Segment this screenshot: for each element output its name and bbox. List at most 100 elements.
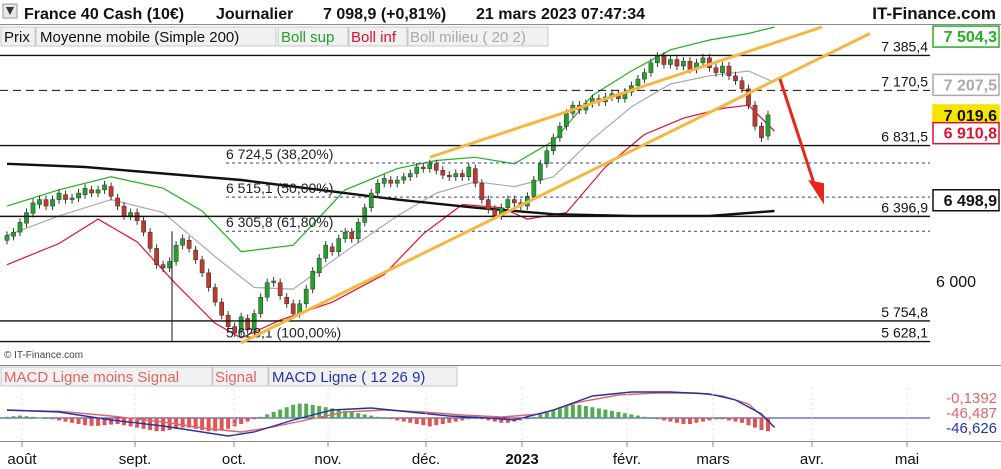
- macd-histogram-bar: [31, 416, 36, 418]
- candle: [284, 297, 290, 305]
- candle: [251, 313, 257, 331]
- trend-channel-lower: [240, 32, 871, 345]
- macd-histogram-bar: [505, 418, 510, 423]
- macd-histogram-bar: [518, 418, 523, 421]
- macd-histogram-bar: [89, 418, 94, 426]
- expand-icon[interactable]: [2, 3, 18, 19]
- candle: [368, 192, 374, 208]
- candle: [102, 184, 107, 191]
- macd-histogram-bar: [284, 407, 289, 418]
- macd-histogram-bar: [609, 410, 614, 418]
- macd-histogram-bar: [642, 416, 647, 418]
- candle: [407, 173, 413, 178]
- candle: [752, 104, 758, 127]
- candle: [440, 170, 446, 176]
- price-legend: Prix Moyenne mobile (Simple 200) Boll su…: [0, 26, 549, 47]
- macd-histogram-bar: [570, 404, 575, 418]
- macd-histogram-bar: [271, 412, 276, 418]
- x-tick-label: mai: [895, 451, 919, 468]
- fibonacci-label: 6 724,5 (38,20%): [226, 146, 333, 162]
- macd-histogram-bar: [193, 418, 198, 429]
- macd-histogram-bar: [57, 418, 62, 421]
- macd-histogram-bar: [434, 418, 439, 426]
- legend-boll-mid: Boll milieu ( 20 2): [410, 29, 526, 46]
- candle: [167, 261, 172, 269]
- macd-histogram-bar: [187, 418, 192, 428]
- x-tick-label: avr.: [800, 451, 824, 468]
- candle: [329, 246, 335, 252]
- macd-histogram-bar: [239, 418, 244, 424]
- macd-histogram-bar: [746, 418, 751, 426]
- candle: [375, 183, 381, 194]
- macd-histogram-bar: [24, 416, 29, 418]
- x-axis: août sept. oct. nov. déc. 2023 févr. mars avr. ma…: [7, 388, 919, 468]
- macd-histogram-bar: [577, 404, 582, 418]
- macd-histogram-bar: [427, 418, 432, 427]
- price-level-label: 7 385,4: [881, 38, 928, 54]
- title-bar: [0, 0, 1001, 24]
- x-tick-label: 2023: [505, 451, 538, 468]
- macd-histogram-bar: [200, 418, 205, 430]
- candle: [141, 220, 146, 233]
- candle: [433, 163, 439, 171]
- bearish-arrow-shaft: [778, 78, 817, 188]
- candle: [277, 282, 283, 296]
- macd-value-label: -46,626: [946, 420, 997, 437]
- legend-macd-line: MACD Ligne ( 12 26 9): [272, 369, 425, 386]
- candle: [362, 207, 368, 223]
- y-tick-label: 6 000: [936, 274, 976, 291]
- macd-histogram-bar: [369, 415, 374, 418]
- x-tick-label: nov.: [314, 451, 341, 468]
- candle: [427, 163, 433, 169]
- candle: [485, 199, 491, 210]
- fibonacci-label: 6 515,1 (50,00%): [226, 180, 333, 196]
- candle: [232, 326, 237, 334]
- macd-histogram-bar: [258, 416, 263, 418]
- legend-macd-histogram: MACD Ligne moins Signal: [4, 369, 179, 386]
- candle: [661, 56, 667, 65]
- candle: [551, 137, 556, 151]
- candle: [401, 176, 407, 181]
- candle: [564, 113, 569, 127]
- macd-histogram-bar: [648, 418, 653, 419]
- macd-histogram-bar: [180, 418, 185, 428]
- price-level-label: 6 831,5: [881, 129, 928, 145]
- macd-histogram-bar: [557, 407, 562, 418]
- candle: [642, 72, 647, 80]
- candle: [759, 126, 764, 138]
- value-box: [932, 121, 1000, 145]
- x-tick-label: oct.: [222, 451, 246, 468]
- macd-histogram-bar: [460, 418, 465, 421]
- macd-histogram-bar: [759, 418, 764, 430]
- macd-histogram-bar: [265, 414, 270, 418]
- macd-histogram-bar: [317, 406, 322, 418]
- boll-inf-line: [6, 104, 775, 339]
- candle: [733, 75, 738, 81]
- fibonacci-label: 6 305,8 (61,80%): [226, 214, 333, 230]
- macd-histogram-bar: [96, 418, 101, 426]
- macd-histogram-bar: [382, 418, 387, 419]
- macd-histogram-bar: [668, 418, 673, 422]
- macd-histogram-bar: [486, 418, 491, 421]
- macd-histogram-bar: [76, 418, 81, 424]
- boll-mid-line: [6, 70, 775, 290]
- macd-histogram-bar: [161, 418, 166, 432]
- trend-channel: [240, 25, 871, 345]
- macd-histogram-bar: [707, 418, 712, 421]
- candle: [648, 62, 654, 73]
- candle: [381, 178, 387, 184]
- x-tick-label: févr.: [613, 451, 641, 468]
- macd-histogram-bar: [713, 418, 718, 420]
- candle: [668, 59, 673, 65]
- macd-histogram-bar: [102, 418, 107, 426]
- x-tick-label: août: [7, 451, 37, 468]
- candle: [17, 222, 23, 233]
- candle: [336, 238, 342, 252]
- candle: [264, 282, 270, 298]
- macd-histogram-bar: [44, 418, 49, 419]
- candle: [557, 126, 563, 138]
- candle: [56, 192, 62, 200]
- macd-histogram-bar: [466, 418, 471, 420]
- candle: [43, 199, 49, 207]
- macd-value-label: -46,487: [946, 405, 997, 422]
